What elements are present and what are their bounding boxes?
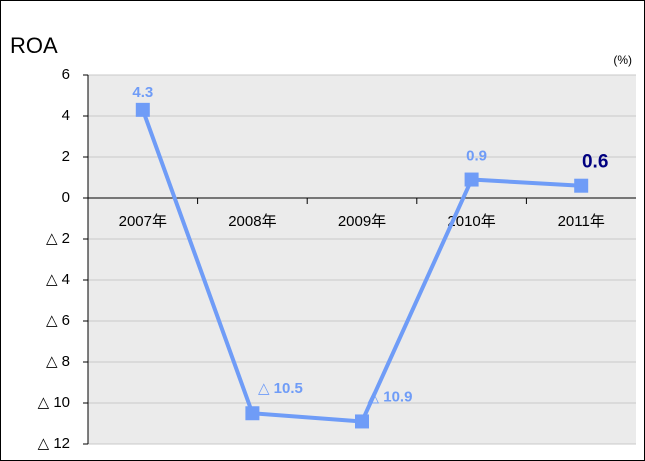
y-tick-label: 4 <box>62 107 70 124</box>
marker <box>245 406 260 421</box>
y-tick-label: △ 10 <box>38 394 70 411</box>
unit-label: (%) <box>613 53 632 67</box>
x-tick-label: 2008年 <box>228 213 276 230</box>
y-tick-label: △ 12 <box>38 435 70 452</box>
x-tick-label: 2007年 <box>119 213 167 230</box>
y-tick-label: 0 <box>62 189 70 206</box>
y-tick-label: 2 <box>62 148 70 165</box>
y-tick-label: △ 6 <box>46 312 70 329</box>
y-tick-label: △ 4 <box>46 271 70 288</box>
chart-title: ROA <box>10 33 58 58</box>
marker <box>135 102 150 117</box>
y-tick-label: △ 8 <box>46 353 70 370</box>
data-label: 0.6 <box>582 152 608 173</box>
x-tick-label: 2009年 <box>338 213 386 230</box>
marker <box>355 414 369 429</box>
data-label: 4.3 <box>132 84 153 101</box>
plot-area <box>88 75 636 444</box>
data-label: △ 10.9 <box>368 388 413 405</box>
data-label: 0.9 <box>466 148 487 165</box>
y-tick-label: △ 2 <box>46 230 70 247</box>
x-tick-label: 2010年 <box>447 213 495 230</box>
data-label: △ 10.5 <box>258 380 303 397</box>
y-tick-label: 6 <box>62 66 70 83</box>
marker <box>464 172 479 187</box>
x-tick-label: 2011年 <box>558 213 605 230</box>
marker <box>574 178 589 193</box>
